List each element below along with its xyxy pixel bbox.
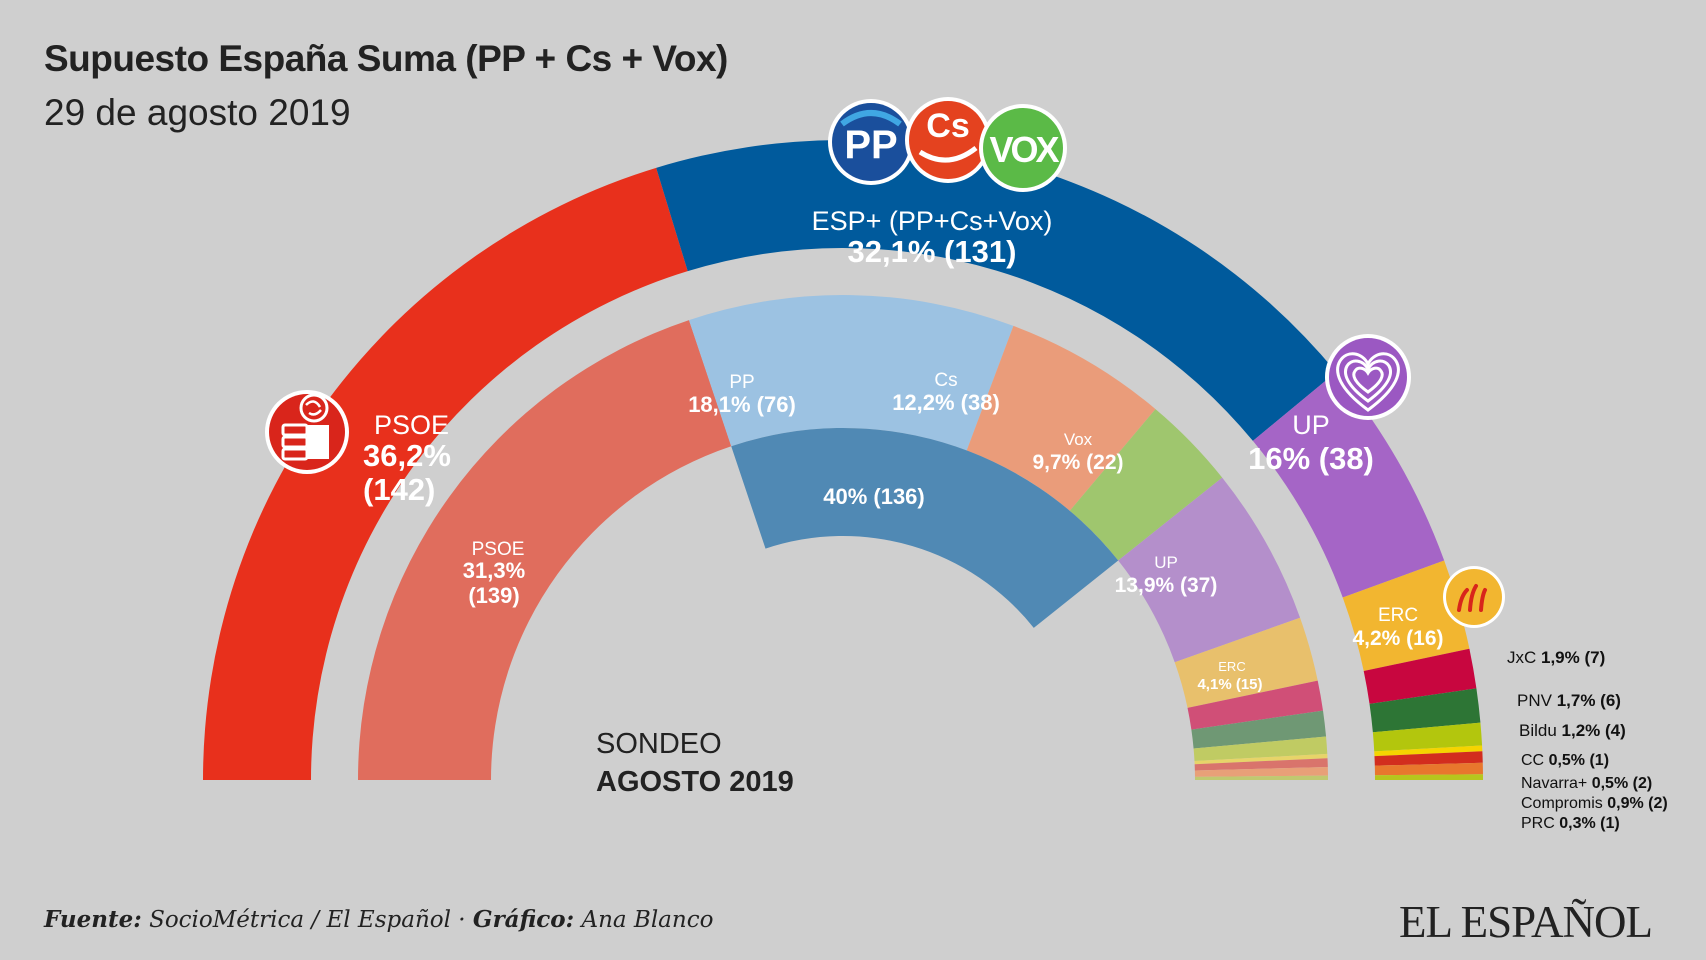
outer-segment-jxc xyxy=(1363,648,1477,704)
inner-segment-bildu xyxy=(1193,736,1328,762)
outer-segment-cc xyxy=(1374,745,1483,757)
inner-label-up-value: 13,9% (37) xyxy=(1115,574,1218,597)
outer-segment-pnv xyxy=(1369,688,1481,733)
outer-ring xyxy=(203,140,1483,781)
cs-logo: Cs xyxy=(905,97,991,183)
legend-item-jxc: JxC 1,9% (7) xyxy=(1507,648,1605,667)
outer-label-up-value: 16% (38) xyxy=(1248,441,1374,476)
outer-label-psoe-pct: 36,2% xyxy=(363,438,451,473)
up-logo xyxy=(1325,334,1411,420)
inner-segment-cc xyxy=(1194,753,1328,765)
legend-party-name: PNV xyxy=(1517,691,1557,710)
psoe-logo xyxy=(265,390,349,474)
inner-segment-jxc xyxy=(1187,680,1324,730)
legend-party-name: JxC xyxy=(1507,648,1541,667)
outer-segment-up xyxy=(1252,372,1445,598)
pp-logo-text: PP xyxy=(844,123,897,167)
outer-label-psoe-seats: (142) xyxy=(363,472,435,507)
legend-party-value: 0,3% (1) xyxy=(1559,815,1619,832)
sondeo-date: AGOSTO 2019 xyxy=(596,766,794,798)
footer-graphic-label: Gráfico: xyxy=(472,906,575,933)
footer-source-label: Fuente: xyxy=(44,906,142,933)
footer-separator: · xyxy=(450,907,473,933)
outer-label-psoe-name: PSOE xyxy=(374,410,449,440)
pp-logo: PP xyxy=(828,99,914,185)
legend-party-name: Bildu xyxy=(1519,721,1562,740)
footer-author: Ana Blanco xyxy=(581,907,714,933)
inner-segment-navarra xyxy=(1194,758,1328,771)
sum-band-label: 40% (136) xyxy=(823,484,925,509)
inner-segment-pp xyxy=(688,294,1014,451)
outer-label-erc-value: 4,2% (16) xyxy=(1352,627,1443,650)
footer-source: SocioMétrica / El Español xyxy=(149,907,451,933)
legend-party-name: Compromis xyxy=(1521,795,1607,812)
inner-label-up-name: UP xyxy=(1154,553,1178,572)
outer-segment-navarra xyxy=(1374,751,1483,766)
legend-party-value: 1,7% (6) xyxy=(1557,691,1621,710)
outer-label-up-name: UP xyxy=(1292,410,1330,440)
outer-label-esp-value: 32,1% (131) xyxy=(848,234,1017,269)
sum-band-segment xyxy=(731,428,1119,628)
outer-segment-psoe xyxy=(203,167,688,781)
legend-item-bildu: Bildu 1,2% (4) xyxy=(1519,721,1626,740)
inner-label-psoe-name: PSOE xyxy=(472,539,525,560)
inner-segment-pnv xyxy=(1191,710,1327,749)
legend-item-pnv: PNV 1,7% (6) xyxy=(1517,691,1621,710)
heart-icon xyxy=(1336,352,1400,412)
inner-segment-erc xyxy=(1174,617,1318,708)
outer-segment-erc xyxy=(1342,560,1470,671)
page-title: Supuesto España Suma (PP + Cs + Vox) xyxy=(44,38,728,79)
rose-fist-icon xyxy=(281,393,329,461)
legend-party-name: PRC xyxy=(1521,815,1559,832)
inner-labels: PSOE 31,3% (139) PP 18,1% (76) Cs 12,2% … xyxy=(463,370,1263,693)
inner-label-pp-value: 18,1% (76) xyxy=(688,392,796,417)
legend-party-name: Navarra+ xyxy=(1521,775,1592,792)
legend-party-value: 1,9% (7) xyxy=(1541,648,1605,667)
outer-labels: PSOE 36,2% (142) ESP+ (PP+Cs+Vox) 32,1% … xyxy=(363,206,1444,650)
inner-label-erc-value: 4,1% (15) xyxy=(1197,676,1262,693)
legend-party-value: 0,9% (2) xyxy=(1607,795,1667,812)
inner-segment-psoe xyxy=(358,320,732,780)
inner-segment-prc xyxy=(1194,775,1328,780)
footer-credits: Fuente: SocioMétrica / El Español · Gráf… xyxy=(44,906,713,933)
legend-item-compromis: Compromis 0,9% (2) xyxy=(1521,795,1668,812)
legend-party-value: 1,2% (4) xyxy=(1562,721,1626,740)
page-subtitle: 29 de agosto 2019 xyxy=(44,92,351,133)
inner-label-erc-name: ERC xyxy=(1218,659,1245,674)
outer-segment-compromis xyxy=(1374,762,1483,776)
outer-label-esp-name: ESP+ (PP+Cs+Vox) xyxy=(812,206,1053,236)
inner-label-cs-value: 12,2% (38) xyxy=(892,390,1000,415)
vox-logo: VOX xyxy=(979,104,1067,192)
outer-segment-bildu xyxy=(1372,722,1483,752)
cs-logo-text: Cs xyxy=(926,107,969,145)
small-party-legend: JxC 1,9% (7) PNV 1,7% (6) Bildu 1,2% (4) CC… xyxy=(1507,648,1668,832)
inner-label-psoe-pct: 31,3% xyxy=(463,558,525,583)
legend-item-prc: PRC 0,3% (1) xyxy=(1521,815,1620,832)
vox-logo-text: VOX xyxy=(989,129,1059,170)
outer-segment-prc xyxy=(1374,774,1483,780)
inner-ring xyxy=(358,294,1328,780)
inner-label-cs-name: Cs xyxy=(934,370,957,391)
legend-party-value: 0,5% (2) xyxy=(1592,775,1652,792)
legend-party-name: CC xyxy=(1521,752,1549,769)
outer-label-erc-name: ERC xyxy=(1378,605,1418,626)
legend-party-value: 0,5% (1) xyxy=(1549,752,1609,769)
erc-stripes-icon xyxy=(1457,584,1487,612)
inner-segment-vox xyxy=(1069,409,1223,561)
inner-segment-up xyxy=(1118,477,1301,663)
erc-logo xyxy=(1443,566,1505,628)
legend-item-navarra: Navarra+ 0,5% (2) xyxy=(1521,775,1652,792)
outer-segment-esp xyxy=(656,140,1337,441)
inner-segment-cs xyxy=(966,325,1156,511)
inner-label-vox-name: Vox xyxy=(1064,430,1093,449)
inner-label-vox-value: 9,7% (22) xyxy=(1032,451,1123,474)
brand-logo: EL ESPAÑOL xyxy=(1399,897,1653,947)
legend-item-cc: CC 0,5% (1) xyxy=(1521,752,1609,769)
inner-segment-compromis xyxy=(1194,766,1328,777)
inner-label-psoe-seats: (139) xyxy=(468,583,519,608)
inner-label-pp-name: PP xyxy=(729,372,754,393)
sum-band xyxy=(731,428,1119,628)
sondeo-label: SONDEO xyxy=(596,728,722,760)
